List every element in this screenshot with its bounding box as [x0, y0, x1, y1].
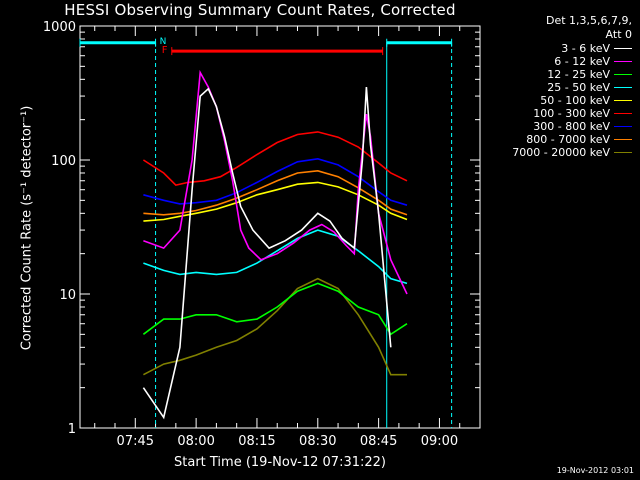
x-tick-label: 09:00	[421, 434, 458, 449]
x-axis-label: Start Time (19-Nov-12 07:31:22)	[174, 455, 386, 470]
plot-frame	[79, 25, 481, 429]
x-tick-label: 08:45	[360, 434, 397, 449]
night-marker-label: N	[160, 37, 167, 47]
y-tick-label: 10	[59, 288, 76, 303]
y-tick-label: 1	[68, 422, 76, 437]
legend-header-line2: Att 0	[605, 28, 632, 41]
legend-entry-swatch	[614, 48, 632, 49]
legend-entry-label: 12 - 25 keV	[547, 68, 610, 81]
legend-entry-swatch	[614, 74, 632, 75]
legend-entry: 100 - 300 keV	[488, 107, 636, 120]
legend-entry-swatch	[614, 139, 632, 140]
legend-entry-label: 25 - 50 keV	[547, 81, 610, 94]
x-tick-label: 08:00	[177, 434, 214, 449]
legend-entry: 25 - 50 keV	[488, 81, 636, 94]
y-tick-label: 1000	[43, 20, 76, 35]
x-tick-label: 08:15	[238, 434, 275, 449]
legend-entry-swatch	[614, 152, 632, 153]
legend-entry: 7000 - 20000 keV	[488, 146, 636, 159]
legend-entry-swatch	[614, 100, 632, 101]
legend-entry-label: 800 - 7000 keV	[526, 133, 610, 146]
legend-entry-swatch	[614, 61, 632, 62]
series-line-5	[143, 181, 408, 222]
legend-entry-swatch	[614, 87, 632, 88]
legend-header-line1: Det 1,3,5,6,7,9,	[545, 14, 632, 27]
series-line-4	[143, 229, 408, 285]
legend-rows: 3 - 6 keV 6 - 12 keV 12 - 25 keV 25 - 50 ke…	[488, 42, 636, 159]
chart-title: HESSI Observing Summary Count Rates, Cor…	[64, 1, 456, 19]
legend-entry-swatch	[614, 113, 632, 114]
footer-timestamp: 19-Nov-2012 03:01	[556, 466, 634, 475]
series-line-9	[143, 277, 407, 376]
legend-entry-label: 7000 - 20000 keV	[512, 146, 610, 159]
series-line-2	[143, 69, 408, 295]
legend-entry-label: 6 - 12 keV	[554, 55, 610, 68]
legend-entry-label: 3 - 6 keV	[561, 42, 610, 55]
legend-entry: 300 - 800 keV	[488, 120, 636, 133]
legend-entry: 50 - 100 keV	[488, 94, 636, 107]
legend-entry-label: 50 - 100 keV	[540, 94, 610, 107]
y-tick-label: 100	[51, 154, 76, 169]
series-line-1	[142, 87, 392, 420]
x-tick-label: 08:30	[299, 434, 336, 449]
x-tick-label: 07:45	[117, 434, 154, 449]
legend-entry-label: 100 - 300 keV	[533, 107, 610, 120]
legend-entry: 3 - 6 keV	[488, 42, 636, 55]
legend: Det 1,3,5,6,7,9, Att 0 3 - 6 keV 6 - 12 k…	[488, 14, 636, 159]
y-axis-label: Corrected Count Rate (s⁻¹ detector⁻¹)	[19, 105, 35, 351]
series-line-3	[142, 282, 408, 336]
legend-entry: 6 - 12 keV	[488, 55, 636, 68]
flare-marker-label: F	[162, 45, 168, 56]
legend-entry: 800 - 7000 keV	[488, 133, 636, 146]
series-line-6	[142, 131, 408, 186]
legend-entry-label: 300 - 800 keV	[533, 120, 610, 133]
legend-entry-swatch	[614, 126, 632, 127]
series-line-8	[143, 169, 408, 216]
legend-entry: 12 - 25 keV	[488, 68, 636, 81]
